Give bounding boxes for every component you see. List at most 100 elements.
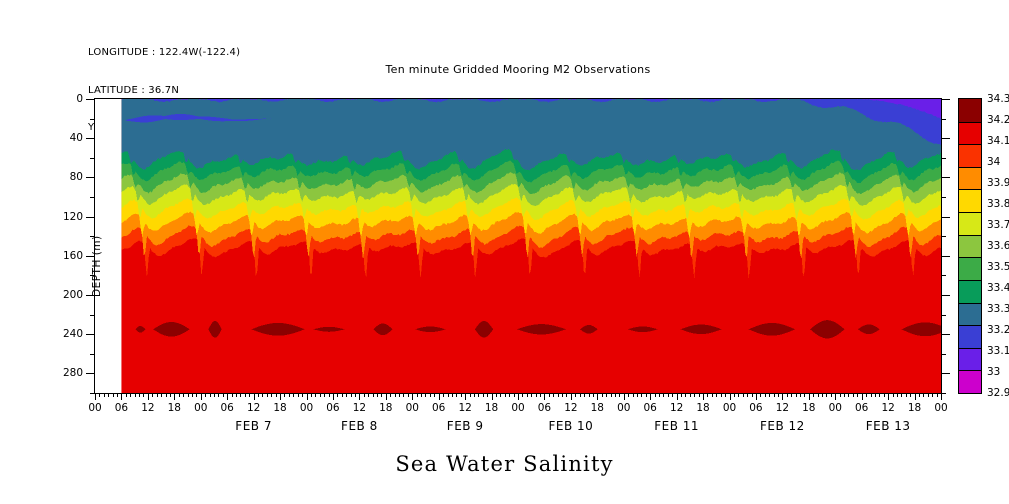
x-tick-minor (416, 393, 418, 397)
y-tick-minor (90, 314, 95, 316)
x-tick-major (544, 393, 546, 400)
x-day-label: FEB 12 (759, 419, 805, 433)
x-tick-minor (826, 393, 828, 397)
x-tick-minor (244, 393, 246, 397)
colorbar-tick-label: 33 (987, 366, 1001, 378)
x-tick-minor (874, 393, 876, 397)
x-tick-label: 00 (617, 402, 631, 414)
x-tick-major (147, 393, 149, 400)
x-tick-minor (112, 393, 114, 397)
y-tick-minor (90, 157, 95, 159)
x-tick-major (95, 393, 96, 400)
x-tick-minor (579, 393, 581, 397)
x-tick-major (941, 393, 942, 400)
x-tick-major (782, 393, 784, 400)
contour-field (95, 99, 941, 393)
x-tick-minor (575, 393, 577, 397)
x-tick-minor (636, 393, 638, 397)
y-tick-minor (90, 236, 95, 238)
x-tick-minor (852, 393, 854, 397)
x-tick-minor (804, 393, 806, 397)
x-tick-minor (592, 393, 594, 397)
x-tick-label: 12 (564, 402, 578, 414)
x-tick-label: 18 (802, 402, 816, 414)
x-tick-minor (892, 393, 894, 397)
x-tick-minor (284, 393, 286, 397)
x-tick-minor (341, 393, 343, 397)
x-tick-label: 18 (907, 402, 922, 414)
colorbar-tick-label: 33.1 (987, 345, 1009, 357)
x-tick-minor (381, 393, 383, 397)
colorbar-band (959, 257, 981, 280)
x-tick-major (755, 393, 757, 400)
x-tick-minor (249, 393, 251, 397)
x-tick-minor (429, 393, 431, 397)
deep-lens-34.3 (627, 326, 658, 333)
colorbar-tick-label: 34.3 (987, 93, 1009, 105)
filament-33.1 (125, 114, 272, 123)
x-tick-minor (302, 393, 304, 397)
x-tick-minor (125, 393, 127, 397)
deep-lens-34.3 (680, 324, 722, 335)
x-tick-minor (161, 393, 163, 397)
x-tick-major (438, 393, 440, 400)
x-tick-label: 18 (273, 402, 287, 414)
x-tick-minor (522, 393, 524, 397)
x-tick-minor (354, 393, 356, 397)
x-tick-minor (923, 393, 925, 397)
colorbar-band (959, 189, 981, 213)
y-tick-major (941, 99, 950, 100)
x-tick-minor (372, 393, 374, 397)
x-tick-minor (905, 393, 907, 397)
colorbar-band (959, 144, 981, 167)
colorbar-tick-label: 33.3 (987, 303, 1009, 315)
y-tick-label: 160 (62, 249, 83, 262)
x-tick-minor (443, 393, 445, 397)
longitude-text: LONGITUDE : 122.4W(-122.4) (88, 47, 241, 58)
x-tick-label: 06 (326, 402, 340, 414)
x-tick-minor (222, 393, 224, 397)
x-tick-major (121, 393, 123, 400)
x-tick-minor (368, 393, 370, 397)
x-tick-major (280, 393, 282, 400)
colorbar-tick-label: 33.5 (987, 261, 1009, 273)
x-tick-minor (879, 393, 881, 397)
x-tick-minor (777, 393, 779, 397)
x-tick-minor (275, 393, 277, 397)
x-tick-minor (178, 393, 180, 397)
colorbar-tick-label: 33.2 (987, 324, 1009, 336)
x-tick-major (861, 393, 863, 400)
x-day-label: FEB 10 (548, 419, 594, 433)
x-tick-label: 00 (299, 402, 314, 414)
deep-lens-34.3 (857, 324, 880, 335)
x-tick-minor (800, 393, 801, 397)
x-tick-label: 06 (114, 402, 129, 414)
deep-lens-34.3 (474, 320, 494, 338)
x-tick-label: 00 (511, 402, 525, 414)
x-tick-major (729, 393, 731, 400)
deep-lens-34.3 (313, 326, 345, 332)
y-tick-major (941, 138, 950, 140)
latitude-text: LATITUDE : 36.7N (88, 84, 180, 96)
x-tick-label: 00 (405, 402, 419, 414)
x-tick-label: 06 (220, 402, 234, 414)
x-tick-label: 06 (749, 402, 763, 414)
x-tick-label: 12 (458, 402, 472, 414)
x-tick-label: 00 (828, 402, 842, 414)
y-tick-minor (941, 353, 946, 355)
colorbar-tick-label: 33.6 (987, 240, 1009, 252)
x-tick-label: 18 (167, 402, 181, 414)
x-tick-minor (456, 393, 458, 397)
y-tick-minor (90, 275, 95, 277)
x-tick-minor (672, 393, 674, 397)
colorbar-band (959, 166, 981, 190)
x-tick-minor (117, 393, 119, 397)
colorbar-band (959, 370, 981, 393)
x-tick-minor (421, 393, 423, 397)
y-tick-minor (90, 118, 95, 120)
colorbar-band (959, 302, 981, 326)
colorbar-separator (959, 234, 981, 236)
x-tick-minor (218, 393, 220, 397)
colorbar-tick-label: 34 (987, 156, 1001, 168)
colorbar-band (959, 212, 981, 235)
